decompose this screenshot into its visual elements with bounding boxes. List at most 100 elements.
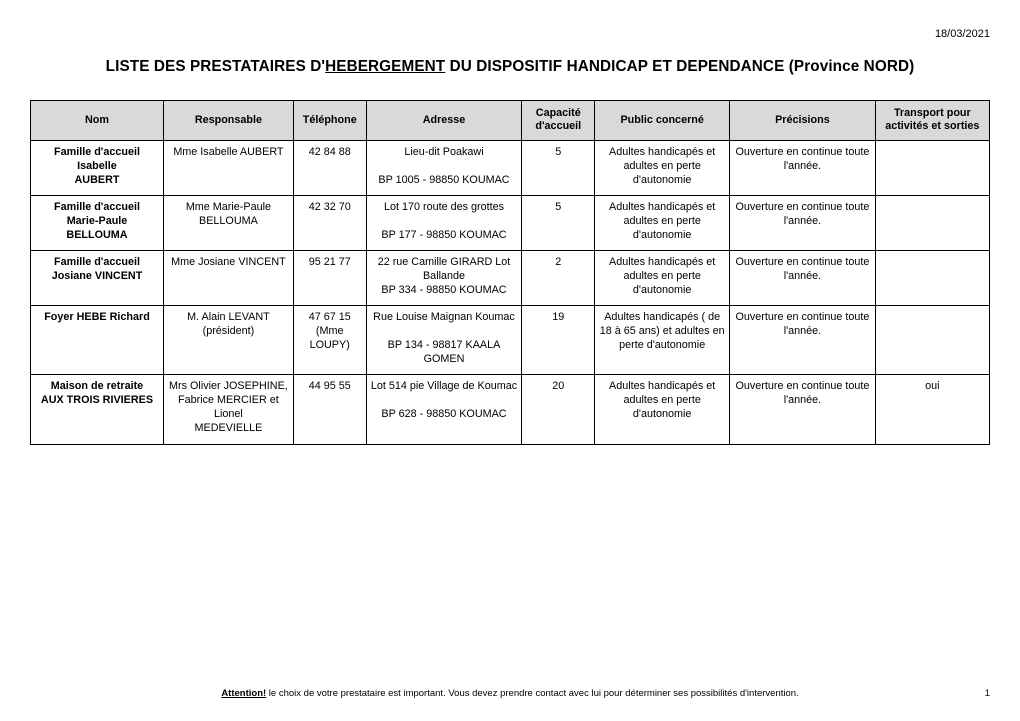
cell-line: 5 [526,145,590,159]
table-row: Famille d'accueil IsabelleAUBERT Mme Isab… [31,140,990,195]
cell-line: Ouverture en continue toute l'année. [734,200,870,228]
cell-pub: Adultes handicapés ( de 18 à 65 ans) et … [595,306,730,375]
cell-line: 5 [526,200,590,214]
cell-line: Adultes handicapés ( de 18 à 65 ans) et … [599,310,725,352]
cell-line: 22 rue Camille GIRARD Lot [371,255,518,269]
cell-prec: Ouverture en continue toute l'année. [730,140,875,195]
cell-line: Ouverture en continue toute l'année. [734,145,870,173]
cell-line: BELLOUMA [168,214,289,228]
cell-resp: Mme Josiane VINCENT [163,251,293,306]
col-header-cap: Capacité d'accueil [522,101,595,141]
cell-cap: 5 [522,196,595,251]
col-header-trans: Transport pour activités et sorties [875,101,989,141]
table-header: Nom Responsable Téléphone Adresse Capaci… [31,101,990,141]
cell-line: BP 177 - 98850 KOUMAC [371,228,518,242]
cell-pub: Adultes handicapés et adultes en perte d… [595,375,730,444]
cell-addr: 22 rue Camille GIRARD LotBallandeBP 334 … [366,251,522,306]
cell-line: Famille d'accueil Isabelle [35,145,159,173]
cell-line: BP 334 - 98850 KOUMAC [371,283,518,297]
providers-table: Nom Responsable Téléphone Adresse Capaci… [30,100,990,445]
cell-tel: 95 21 77 [293,251,366,306]
cell-line: Lot 170 route des grottes [371,200,518,214]
cell-trans [875,196,989,251]
cell-trans [875,140,989,195]
cell-cap: 2 [522,251,595,306]
cell-line: Famille d'accueil [35,200,159,214]
cell-line: Marie-Paule BELLOUMA [35,214,159,242]
cell-line: Ouverture en continue toute l'année. [734,310,870,338]
cell-line: 42 32 70 [298,200,362,214]
page-number: 1 [985,688,990,699]
cell-nom: Maison de retraiteAUX TROIS RIVIERES [31,375,164,444]
cell-line: Adultes handicapés et adultes en perte d… [599,379,725,421]
cell-line: AUBERT [35,173,159,187]
cell-line: AUX TROIS RIVIERES [35,393,159,407]
cell-cap: 20 [522,375,595,444]
col-header-resp: Responsable [163,101,293,141]
cell-line: M. Alain LEVANT [168,310,289,324]
cell-line: BP 134 - 98817 KAALA GOMEN [371,338,518,366]
cell-line: 42 84 88 [298,145,362,159]
col-header-tel: Téléphone [293,101,366,141]
cell-line: BP 628 - 98850 KOUMAC [371,407,518,421]
cell-line: 47 67 15 [298,310,362,324]
cell-line: 95 21 77 [298,255,362,269]
cell-line: 19 [526,310,590,324]
cell-line: Maison de retraite [35,379,159,393]
cell-addr: Lot 170 route des grottes BP 177 - 98850… [366,196,522,251]
cell-line: Ouverture en continue toute l'année. [734,379,870,407]
cell-line: Famille d'accueil [35,255,159,269]
cell-addr: Lieu-dit Poakawi BP 1005 - 98850 KOUMAC [366,140,522,195]
cell-cap: 5 [522,140,595,195]
cell-line: oui [880,379,985,393]
cell-line [880,310,985,324]
cell-pub: Adultes handicapés et adultes en perte d… [595,140,730,195]
col-header-pub: Public concerné [595,101,730,141]
cell-pub: Adultes handicapés et adultes en perte d… [595,196,730,251]
cell-line: BP 1005 - 98850 KOUMAC [371,173,518,187]
cell-pub: Adultes handicapés et adultes en perte d… [595,251,730,306]
cell-line: Ballande [371,269,518,283]
cell-addr: Rue Louise Maignan Koumac BP 134 - 98817… [366,306,522,375]
cell-line: Adultes handicapés et adultes en perte d… [599,200,725,242]
cell-tel: 42 32 70 [293,196,366,251]
cell-line: Rue Louise Maignan Koumac [371,310,518,324]
cell-line [880,200,985,214]
cell-line: 2 [526,255,590,269]
cell-line: Adultes handicapés et adultes en perte d… [599,145,725,187]
document-title: LISTE DES PRESTATAIRES D'HEBERGEMENT DU … [30,58,990,76]
page-footer: Attention! le choix de votre prestataire… [30,688,990,699]
cell-resp: Mme Marie-PauleBELLOUMA [163,196,293,251]
cell-line [880,145,985,159]
cell-cap: 19 [522,306,595,375]
table-row: Famille d'accueilJosiane VINCENTMme Josi… [31,251,990,306]
table-body: Famille d'accueil IsabelleAUBERT Mme Isab… [31,140,990,444]
cell-trans [875,251,989,306]
cell-resp: Mme Isabelle AUBERT [163,140,293,195]
col-header-nom: Nom [31,101,164,141]
cell-line [371,159,518,173]
document-page: 18/03/2021 LISTE DES PRESTATAIRES D'HEBE… [0,0,1020,721]
cell-line: Ouverture en continue toute l'année. [734,255,870,283]
cell-line: Lot 514 pie Village de Koumac [371,379,518,393]
cell-prec: Ouverture en continue toute l'année. [730,306,875,375]
table-row: Famille d'accueilMarie-Paule BELLOUMAMme… [31,196,990,251]
footer-text: le choix de votre prestataire est import… [266,688,799,699]
col-header-prec: Précisions [730,101,875,141]
col-header-addr: Adresse [366,101,522,141]
cell-line: Mrs Olivier JOSEPHINE, [168,379,289,393]
cell-nom: Famille d'accueilMarie-Paule BELLOUMA [31,196,164,251]
cell-prec: Ouverture en continue toute l'année. [730,196,875,251]
cell-line: Mme Isabelle AUBERT [168,145,289,159]
cell-line: 44 95 55 [298,379,362,393]
cell-line: Foyer HEBE Richard [35,310,159,324]
cell-resp: Mrs Olivier JOSEPHINE,Fabrice MERCIER et… [163,375,293,444]
cell-prec: Ouverture en continue toute l'année. [730,251,875,306]
cell-nom: Famille d'accueilJosiane VINCENT [31,251,164,306]
cell-tel: 47 67 15(Mme LOUPY) [293,306,366,375]
cell-line: Josiane VINCENT [35,269,159,283]
cell-line [371,324,518,338]
table-row: Maison de retraiteAUX TROIS RIVIERESMrs … [31,375,990,444]
title-pre: LISTE DES PRESTATAIRES D' [106,58,325,75]
cell-line: Mme Marie-Paule [168,200,289,214]
